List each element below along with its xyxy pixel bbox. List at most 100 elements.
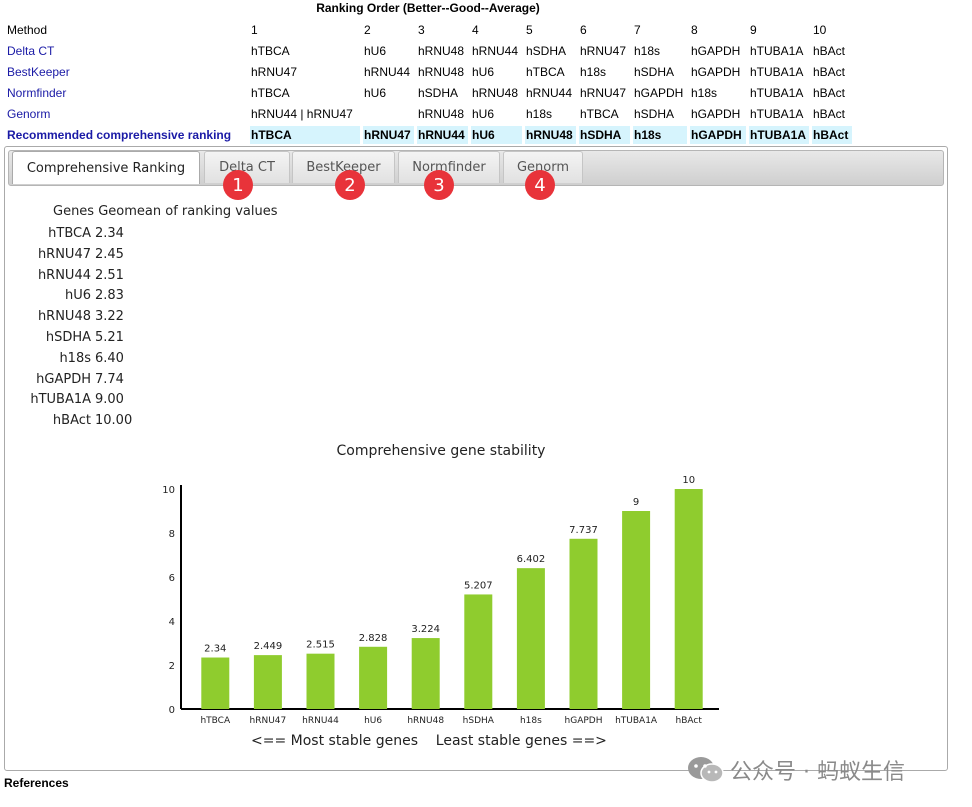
bar [674, 489, 703, 709]
badge-1: 1 [223, 170, 253, 200]
geomean-value: 9.00 [95, 392, 124, 408]
ranking-cell: hTBCA [251, 44, 290, 58]
geomean-value: 2.45 [95, 246, 124, 262]
ranking-cell: hBAct [813, 65, 846, 79]
bar [253, 655, 282, 709]
x-tick-label: hRNU47 [250, 716, 287, 726]
badge-2: 2 [335, 170, 365, 200]
ranking-cell: hU6 [364, 44, 387, 58]
ranking-cell: hSDHA [634, 107, 675, 121]
ranking-cell: hSDHA [579, 126, 630, 144]
ranking-cell: hBAct [813, 86, 846, 100]
ranking-header-col: 3 [418, 23, 425, 37]
ranking-method-link[interactable]: Recommended comprehensive ranking [7, 128, 232, 142]
geomean-value: 3.22 [95, 309, 124, 325]
ranking-cell: h18s [691, 86, 718, 100]
ranking-header-col: 9 [750, 23, 757, 37]
geomean-value: 6.40 [95, 350, 124, 366]
watermark-text: 公众号 · 蚂蚁生信 [730, 760, 905, 785]
ranking-cell: hTBCA [250, 126, 360, 144]
ranking-header-col: 1 [251, 23, 258, 37]
ranking-method-link[interactable]: Genorm [7, 107, 51, 121]
ranking-cell: hRNU47 [363, 126, 414, 144]
x-tick-label: hU6 [364, 716, 382, 726]
bar [306, 653, 335, 709]
geomean-row: hRNU44 2.51 [5, 266, 205, 287]
ranking-cell: h18s [580, 65, 607, 79]
ranking-method-link[interactable]: BestKeeper [7, 65, 70, 79]
ranking-cell: hGAPDH [691, 65, 741, 79]
geomean-gene: hU6 [64, 288, 91, 304]
bar-value-label: 2.515 [306, 640, 335, 651]
ranking-cell: hTBCA [251, 86, 290, 100]
ranking-header-col: 7 [634, 23, 641, 37]
ranking-cell: hTUBA1A [750, 86, 804, 100]
y-tick-label: 10 [162, 485, 175, 496]
references-heading: References [4, 776, 69, 790]
tab-comprehensive-ranking[interactable]: Comprehensive Ranking [12, 151, 200, 184]
geomean-gene: h18s [59, 350, 91, 366]
ranking-cell: hRNU47 [251, 65, 298, 79]
bar [359, 646, 388, 709]
ranking-header-col: 8 [691, 23, 698, 37]
ranking-cell: hRNU44 [526, 86, 573, 100]
ranking-cell: hTUBA1A [750, 107, 804, 121]
bar-value-label: 9 [633, 497, 639, 508]
ranking-cell: hRNU44 [364, 65, 411, 79]
ranking-cell: hSDHA [634, 65, 675, 79]
ranking-cell: hTBCA [580, 107, 619, 121]
x-tick-label: h18s [520, 716, 542, 726]
geomean-row: hBAct 10.00 [5, 411, 205, 432]
bar [201, 657, 230, 709]
y-tick-label: 6 [169, 573, 175, 584]
ranking-cell: hBAct [813, 107, 846, 121]
bar [411, 638, 440, 709]
geomean-row: hRNU47 2.45 [5, 245, 205, 266]
x-tick-label: hGAPDH [565, 716, 603, 726]
y-tick-label: 0 [169, 705, 175, 716]
chart-title: Comprehensive gene stability [336, 443, 546, 459]
ranking-method-link[interactable]: Delta CT [7, 44, 55, 58]
geomean-row: hTUBA1A 9.00 [5, 390, 205, 411]
ranking-cell: hSDHA [418, 86, 459, 100]
geomean-value: 5.21 [95, 329, 124, 345]
ranking-cell: h18s [633, 126, 687, 144]
x-tick-label: hTUBA1A [615, 716, 658, 726]
geomean-row: hGAPDH 7.74 [5, 370, 205, 391]
ranking-cell: hRNU48 [418, 65, 465, 79]
badge-3: 3 [424, 170, 454, 200]
geomean-value: 7.74 [95, 371, 124, 387]
geomean-gene: hRNU48 [37, 309, 91, 325]
ranking-header-col: 10 [813, 23, 827, 37]
x-tick-label: hBAct [676, 716, 703, 726]
ranking-method-link[interactable]: Normfinder [7, 86, 67, 100]
geomean-value: 2.34 [95, 226, 124, 241]
ranking-cell: hTUBA1A [750, 44, 804, 58]
geomean-value: 10.00 [95, 413, 133, 429]
stability-axis-caption: <== Most stable genes Least stable genes… [251, 733, 607, 749]
ranking-cell: hU6 [364, 86, 387, 100]
ranking-header-row: Method 1 2 3 4 5 6 7 8 9 10 [6, 21, 852, 39]
stability-bar-chart: 0 2 4 6 8 10 2.34 hTBCA 2.449 hRNU47 2.515 hRNU44 2.… [162, 475, 719, 726]
geomean-gene: hRNU44 [37, 267, 91, 283]
ranking-row-recommended: Recommended comprehensive ranking hTBCA hR… [6, 126, 852, 144]
y-tick-label: 4 [169, 617, 175, 628]
geomean-row: hU6 2.83 [5, 286, 205, 307]
ranking-cell: hTUBA1A [749, 126, 809, 144]
wechat-icon [688, 757, 724, 783]
bar [622, 511, 651, 709]
ranking-row: Normfinder hTBCA hU6 hSDHA hRNU48 hRNU44 hRNU4… [6, 84, 852, 102]
ranking-row: Delta CT hTBCA hU6 hRNU48 hRNU44 hSDHA hRNU47 h… [6, 42, 852, 60]
ranking-cell: hTUBA1A [750, 65, 804, 79]
bar-value-label: 2.34 [204, 644, 226, 655]
bar-value-label: 6.402 [517, 554, 546, 565]
ranking-cell: hRNU47 [580, 86, 627, 100]
geomean-value: 2.83 [95, 288, 124, 304]
geomean-gene: hRNU47 [37, 246, 91, 262]
ranking-cell: hRNU44 [472, 44, 519, 58]
geomean-gene: hBAct [52, 413, 91, 429]
ranking-cell: hU6 [472, 107, 495, 121]
ranking-header-col: 6 [580, 23, 587, 37]
geomean-value: 2.51 [95, 267, 124, 283]
geomean-gene: hTBCA [48, 226, 91, 241]
